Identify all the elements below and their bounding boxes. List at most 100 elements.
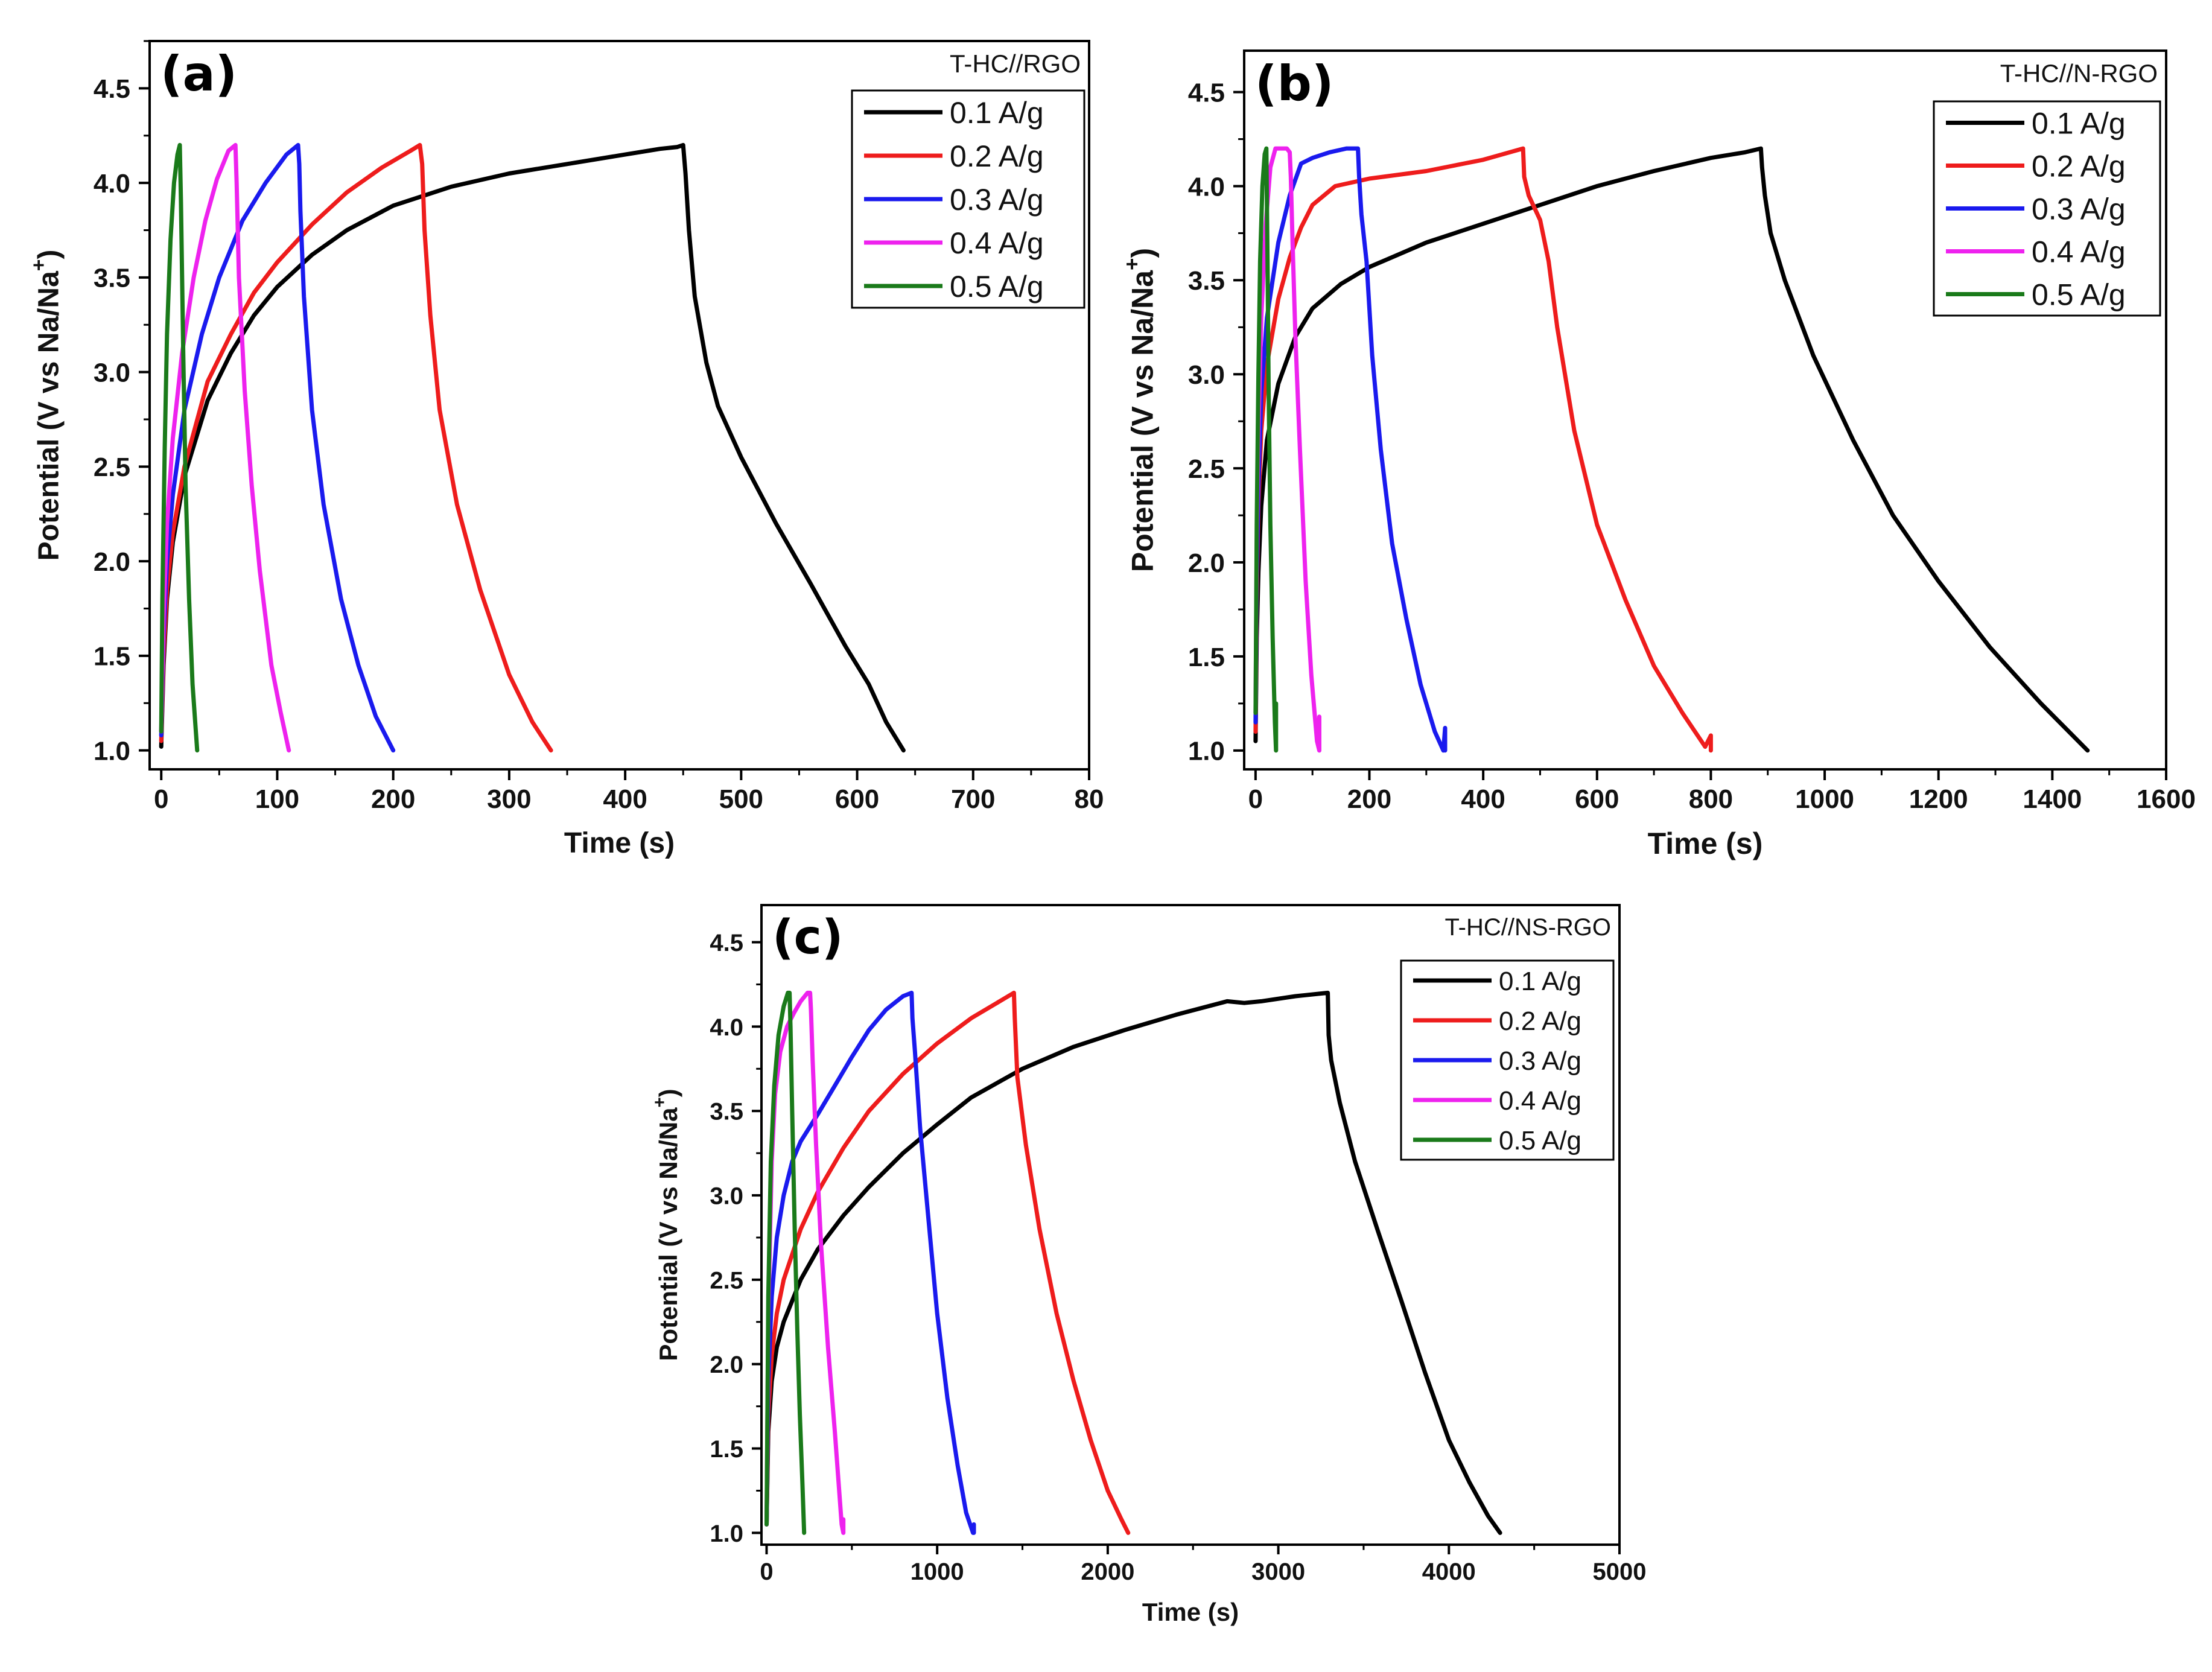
series-line-0-2-A-g bbox=[764, 990, 1131, 1535]
legend-label: 0.3 A/g bbox=[1499, 1046, 1581, 1076]
series-line-0-1-A-g bbox=[764, 990, 1502, 1535]
x-tick-label: 3000 bbox=[1251, 1559, 1305, 1585]
y-axis-title-sup: + bbox=[1120, 258, 1144, 270]
legend: 0.1 A/g 0.2 A/g 0.3 A/g 0.4 A/g 0.5 A/g bbox=[1400, 959, 1615, 1161]
x-tick-label: 0 bbox=[1248, 784, 1263, 814]
panel-label: (c) bbox=[772, 911, 844, 965]
x-tick-label: 0 bbox=[760, 1559, 773, 1585]
y-axis-title-main: Potential (V vs Na/Na bbox=[654, 1107, 682, 1361]
series-line-0-1-A-g bbox=[1253, 146, 2090, 753]
x-axis-title: Time (s) bbox=[1142, 1598, 1239, 1626]
legend-label: 0.5 A/g bbox=[1499, 1126, 1581, 1155]
legend-label: 0.5 A/g bbox=[2032, 278, 2126, 312]
x-axis-title: Time (s) bbox=[1648, 827, 1763, 860]
legend-label: 0.1 A/g bbox=[950, 96, 1044, 130]
y-tick-label: 2.5 bbox=[1188, 454, 1225, 484]
plot-frame bbox=[1243, 49, 2167, 771]
y-tick-label: 3.0 bbox=[94, 358, 130, 387]
y-tick-label: 4.5 bbox=[710, 930, 743, 956]
x-tick-label: 1600 bbox=[2137, 784, 2196, 814]
legend-label: 0.2 A/g bbox=[1499, 1006, 1581, 1036]
plot-frame bbox=[760, 904, 1621, 1546]
x-tick-label: 200 bbox=[1347, 784, 1391, 814]
legend-label: 0.4 A/g bbox=[2032, 235, 2126, 269]
series-line-0-3-A-g bbox=[764, 990, 976, 1535]
y-axis-title-close: ) bbox=[1126, 248, 1160, 258]
chart-panel-a: 0 100 200 300 400 500 600 700 80 1.0 1.5 2.0 2.5 3.0 3… bbox=[28, 40, 1104, 859]
x-tick-label: 5000 bbox=[1593, 1559, 1647, 1585]
x-tick-label: 80 bbox=[1075, 784, 1104, 814]
legend: 0.1 A/g 0.2 A/g 0.3 A/g 0.4 A/g 0.5 A/g bbox=[851, 89, 1085, 309]
y-tick-label: 3.0 bbox=[710, 1183, 743, 1209]
legend-label: 0.4 A/g bbox=[950, 226, 1044, 260]
y-tick-label: 2.5 bbox=[710, 1267, 743, 1294]
y-tick-label: 1.0 bbox=[710, 1521, 743, 1547]
y-tick-label: 1.5 bbox=[94, 642, 130, 672]
y-tick-label: 4.0 bbox=[1188, 172, 1225, 202]
y-tick-label: 3.5 bbox=[94, 264, 130, 293]
plot-title: T-HC//NS-RGO bbox=[1444, 914, 1611, 941]
y-tick-label: 4.0 bbox=[94, 169, 130, 199]
y-tick-label: 2.0 bbox=[1188, 548, 1225, 578]
panel-label: (b) bbox=[1255, 56, 1333, 112]
x-tick-label: 4000 bbox=[1422, 1559, 1476, 1585]
chart-panel-b: 0 200 400 600 800 1000 1200 1400 1600 1.0 1.5 2.0 2.… bbox=[1120, 49, 2196, 860]
x-tick-label: 1000 bbox=[911, 1559, 964, 1585]
x-tick-label: 2000 bbox=[1081, 1559, 1134, 1585]
y-axis-title: Potential (V vs Na/Na+) bbox=[650, 1089, 682, 1361]
series-line-0-5-A-g bbox=[1253, 146, 1279, 753]
x-axis-title: Time (s) bbox=[564, 827, 675, 859]
legend-label: 0.2 A/g bbox=[2032, 150, 2126, 183]
legend: 0.1 A/g 0.2 A/g 0.3 A/g 0.4 A/g 0.5 A/g bbox=[1933, 100, 2161, 317]
y-tick-label: 2.0 bbox=[94, 547, 130, 577]
legend-label: 0.4 A/g bbox=[1499, 1086, 1581, 1116]
x-tick-label: 1400 bbox=[2023, 784, 2082, 814]
y-tick-label: 3.0 bbox=[1188, 360, 1225, 390]
series-line-0-1-A-g bbox=[159, 142, 906, 753]
plot-frame bbox=[148, 40, 1090, 771]
legend-label: 0.3 A/g bbox=[2032, 192, 2126, 226]
x-tick-label: 100 bbox=[255, 784, 299, 814]
x-tick-label: 300 bbox=[487, 784, 531, 814]
y-axis-title-sup: + bbox=[650, 1097, 670, 1107]
y-tick-label: 4.5 bbox=[94, 74, 130, 104]
y-tick-label: 1.0 bbox=[1188, 737, 1225, 766]
x-tick-label: 600 bbox=[835, 784, 879, 814]
y-tick-label: 1.5 bbox=[1188, 643, 1225, 672]
series-line-0-5-A-g bbox=[764, 990, 807, 1535]
y-axis-title-close: ) bbox=[654, 1089, 682, 1097]
series-line-0-4-A-g bbox=[159, 142, 291, 753]
plot-title: T-HC//N-RGO bbox=[2000, 59, 2158, 87]
y-axis-title: Potential (V vs Na/Na+) bbox=[1120, 248, 1160, 572]
y-axis-title: Potential (V vs Na/Na+) bbox=[28, 250, 65, 561]
y-axis-title-close: ) bbox=[33, 250, 65, 259]
x-tick-label: 400 bbox=[1461, 784, 1505, 814]
legend-label: 0.3 A/g bbox=[950, 183, 1044, 217]
x-tick-label: 1000 bbox=[1795, 784, 1854, 814]
x-tick-label: 200 bbox=[371, 784, 415, 814]
y-axis-title-main: Potential (V vs Na/Na bbox=[1126, 270, 1160, 572]
x-tick-label: 0 bbox=[154, 784, 168, 814]
legend-label: 0.1 A/g bbox=[2032, 107, 2126, 141]
legend-label: 0.5 A/g bbox=[950, 270, 1044, 304]
y-tick-label: 2.5 bbox=[94, 453, 130, 482]
y-tick-label: 3.5 bbox=[1188, 266, 1225, 296]
x-tick-label: 700 bbox=[951, 784, 995, 814]
y-tick-label: 3.5 bbox=[710, 1099, 743, 1125]
panel-label: (a) bbox=[160, 46, 237, 102]
series-line-0-3-A-g bbox=[1253, 146, 1448, 753]
legend-label: 0.1 A/g bbox=[1499, 967, 1581, 996]
x-tick-label: 1200 bbox=[1909, 784, 1968, 814]
series-line-0-5-A-g bbox=[159, 142, 200, 753]
y-tick-label: 2.0 bbox=[710, 1352, 743, 1378]
chart-panel-c: 0 1000 2000 3000 4000 5000 1.0 1.5 2.0 2.5 3.0 3.5 4… bbox=[650, 904, 1647, 1626]
series-line-0-2-A-g bbox=[159, 142, 553, 753]
y-tick-label: 1.0 bbox=[94, 736, 130, 766]
y-tick-label: 4.5 bbox=[1188, 78, 1225, 107]
legend-label: 0.2 A/g bbox=[950, 139, 1044, 173]
x-tick-label: 800 bbox=[1689, 784, 1733, 814]
series-line-0-2-A-g bbox=[1253, 146, 1713, 753]
y-axis-title-sup: + bbox=[28, 259, 50, 272]
y-axis-title-main: Potential (V vs Na/Na bbox=[33, 271, 65, 561]
